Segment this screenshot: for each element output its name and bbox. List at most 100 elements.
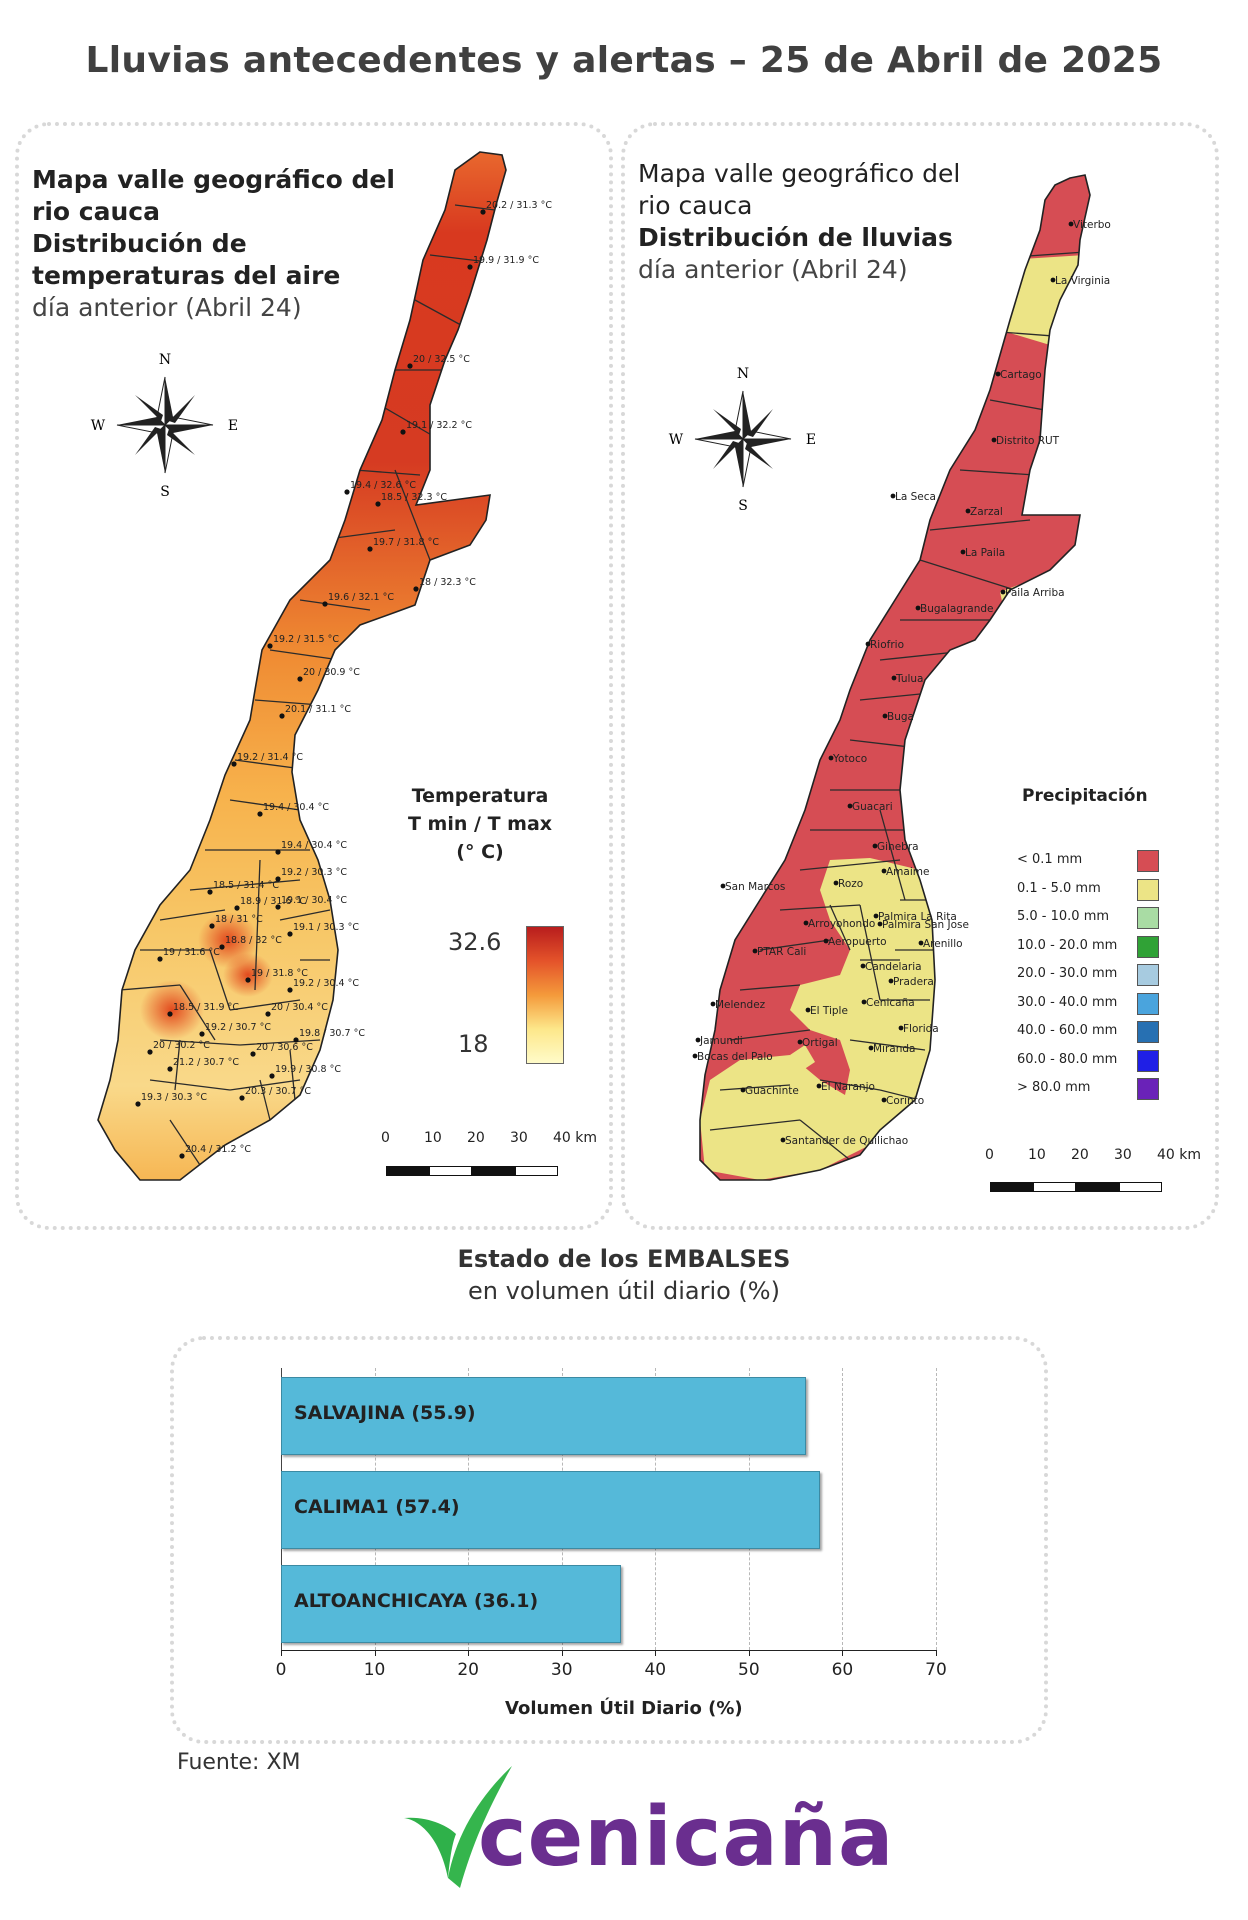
station-marker (287, 931, 293, 937)
station-label: 19.4 / 30.4 °C (263, 802, 329, 813)
scale-tick-label: 40 km (553, 1130, 598, 1146)
station-label: 20 / 30.2 °C (153, 1040, 210, 1051)
station-marker (234, 905, 240, 911)
station-marker (267, 643, 273, 649)
station-marker (344, 489, 350, 495)
place-marker (847, 803, 853, 809)
precip-legend-label: > 80.0 mm (1017, 1080, 1091, 1095)
place-label: Paila Arriba (1005, 587, 1065, 599)
station-label: 18.8 / 32 °C (225, 935, 282, 946)
station-marker (179, 1153, 185, 1159)
precip-legend-swatch (1137, 992, 1159, 1015)
scale-segment (386, 1166, 429, 1176)
station-label: 20.1 / 31.1 °C (285, 704, 351, 715)
station-marker (480, 209, 486, 215)
temperature-legend-title: Temperatura T min / T max (° C) (405, 782, 555, 866)
place-label: Jamundi (699, 1035, 743, 1047)
station-label: 19.2 / 30.7 °C (205, 1022, 271, 1033)
place-marker (877, 921, 883, 927)
place-marker (720, 883, 726, 889)
place-marker (898, 1025, 904, 1031)
station-marker (219, 944, 225, 950)
compass-rose-icon: N S W E (91, 352, 238, 500)
place-marker (780, 1137, 786, 1143)
precip-legend-label: 40.0 - 60.0 mm (1017, 1023, 1118, 1038)
station-label: 19.9 / 30.8 °C (275, 1064, 341, 1075)
place-label: Buga (887, 711, 914, 723)
cenicana-brand-text: cenicaña (478, 1790, 895, 1885)
place-label: Cartago (1000, 369, 1042, 381)
scale-tick-label: 10 (424, 1130, 442, 1146)
compass-n: N (737, 366, 749, 382)
place-label: PTAR Cali (757, 946, 806, 958)
place-marker (1068, 221, 1074, 227)
place-marker (823, 938, 829, 944)
scale-tick-label: 0 (381, 1130, 390, 1146)
station-label: 21.2 / 30.7 °C (173, 1057, 239, 1068)
precip-legend-swatch (1137, 907, 1159, 929)
cenicana-leaf-logo-icon (404, 1766, 512, 1888)
station-label: 19.6 / 32.1 °C (328, 592, 394, 603)
place-marker (816, 1083, 822, 1089)
place-marker (960, 549, 966, 555)
place-label: Distrito RUT (996, 435, 1060, 447)
place-marker (882, 713, 888, 719)
place-label: Ortigal (802, 1037, 838, 1049)
precip-legend-swatch (1137, 1049, 1159, 1072)
place-label: Ginebra (877, 841, 919, 853)
place-label: Viterbo (1073, 219, 1111, 231)
place-marker (803, 920, 809, 926)
scale-segment (1119, 1182, 1162, 1192)
station-marker (279, 713, 285, 719)
station-marker (239, 1095, 245, 1101)
place-marker (805, 1007, 811, 1013)
scale-tick-label: 30 (510, 1130, 528, 1146)
station-label: 19.1 / 30.4 °C (281, 895, 347, 906)
station-marker (207, 889, 213, 895)
precip-legend-label: 30.0 - 40.0 mm (1017, 994, 1118, 1010)
place-label: Santander de Quilichao (785, 1135, 908, 1147)
station-marker (467, 264, 473, 270)
station-marker (167, 1066, 173, 1072)
station-marker (157, 956, 163, 962)
station-label: 19.9 / 31.9 °C (473, 255, 539, 266)
scale-segment (429, 1166, 472, 1176)
station-label: 19.7 / 31.8 °C (373, 537, 439, 548)
station-label: 19.1 / 32.2 °C (406, 420, 472, 431)
station-marker (269, 1073, 275, 1079)
compass-s: S (160, 484, 170, 500)
place-label: Florida (903, 1023, 939, 1035)
precip-legend-label: 0.1 - 5.0 mm (1017, 880, 1101, 896)
place-marker (828, 755, 834, 761)
place-marker (1000, 589, 1006, 595)
place-label: La Seca (895, 491, 936, 503)
place-marker (692, 1053, 698, 1059)
place-label: Arenillo (923, 938, 963, 950)
compass-n: N (159, 352, 171, 368)
place-marker (881, 868, 887, 874)
station-label: 19.8 / 30.7 °C (299, 1028, 365, 1039)
precip-legend-swatch (1137, 964, 1159, 986)
temp-legend-line1: Temperatura (411, 785, 549, 807)
temp-title-line1: Mapa valle geográfico del (32, 165, 395, 194)
station-marker (413, 586, 419, 592)
scale-segment (1076, 1182, 1119, 1192)
compass-s: S (738, 498, 748, 514)
place-label: Bugalagrande (920, 603, 994, 615)
station-label: 19.1 / 30.3 °C (293, 922, 359, 933)
station-marker (257, 811, 263, 817)
place-label: El Tiple (810, 1005, 848, 1017)
precip-legend-swatch (1137, 1021, 1159, 1043)
station-label: 19.2 / 30.4 °C (293, 978, 359, 989)
station-label: 20 / 30.6 °C (256, 1042, 313, 1053)
station-marker (322, 601, 328, 607)
station-marker (287, 987, 293, 993)
station-marker (167, 1011, 173, 1017)
station-marker (275, 849, 281, 855)
place-label: Rozo (838, 878, 863, 890)
scale-segment (515, 1166, 558, 1176)
place-label: Tulua (895, 673, 923, 685)
station-marker (297, 676, 303, 682)
temp-date-note: día anterior (Abril 24) (32, 293, 302, 322)
chart-x-axis-label: Volumen Útil Diario (%) (505, 1698, 743, 1719)
